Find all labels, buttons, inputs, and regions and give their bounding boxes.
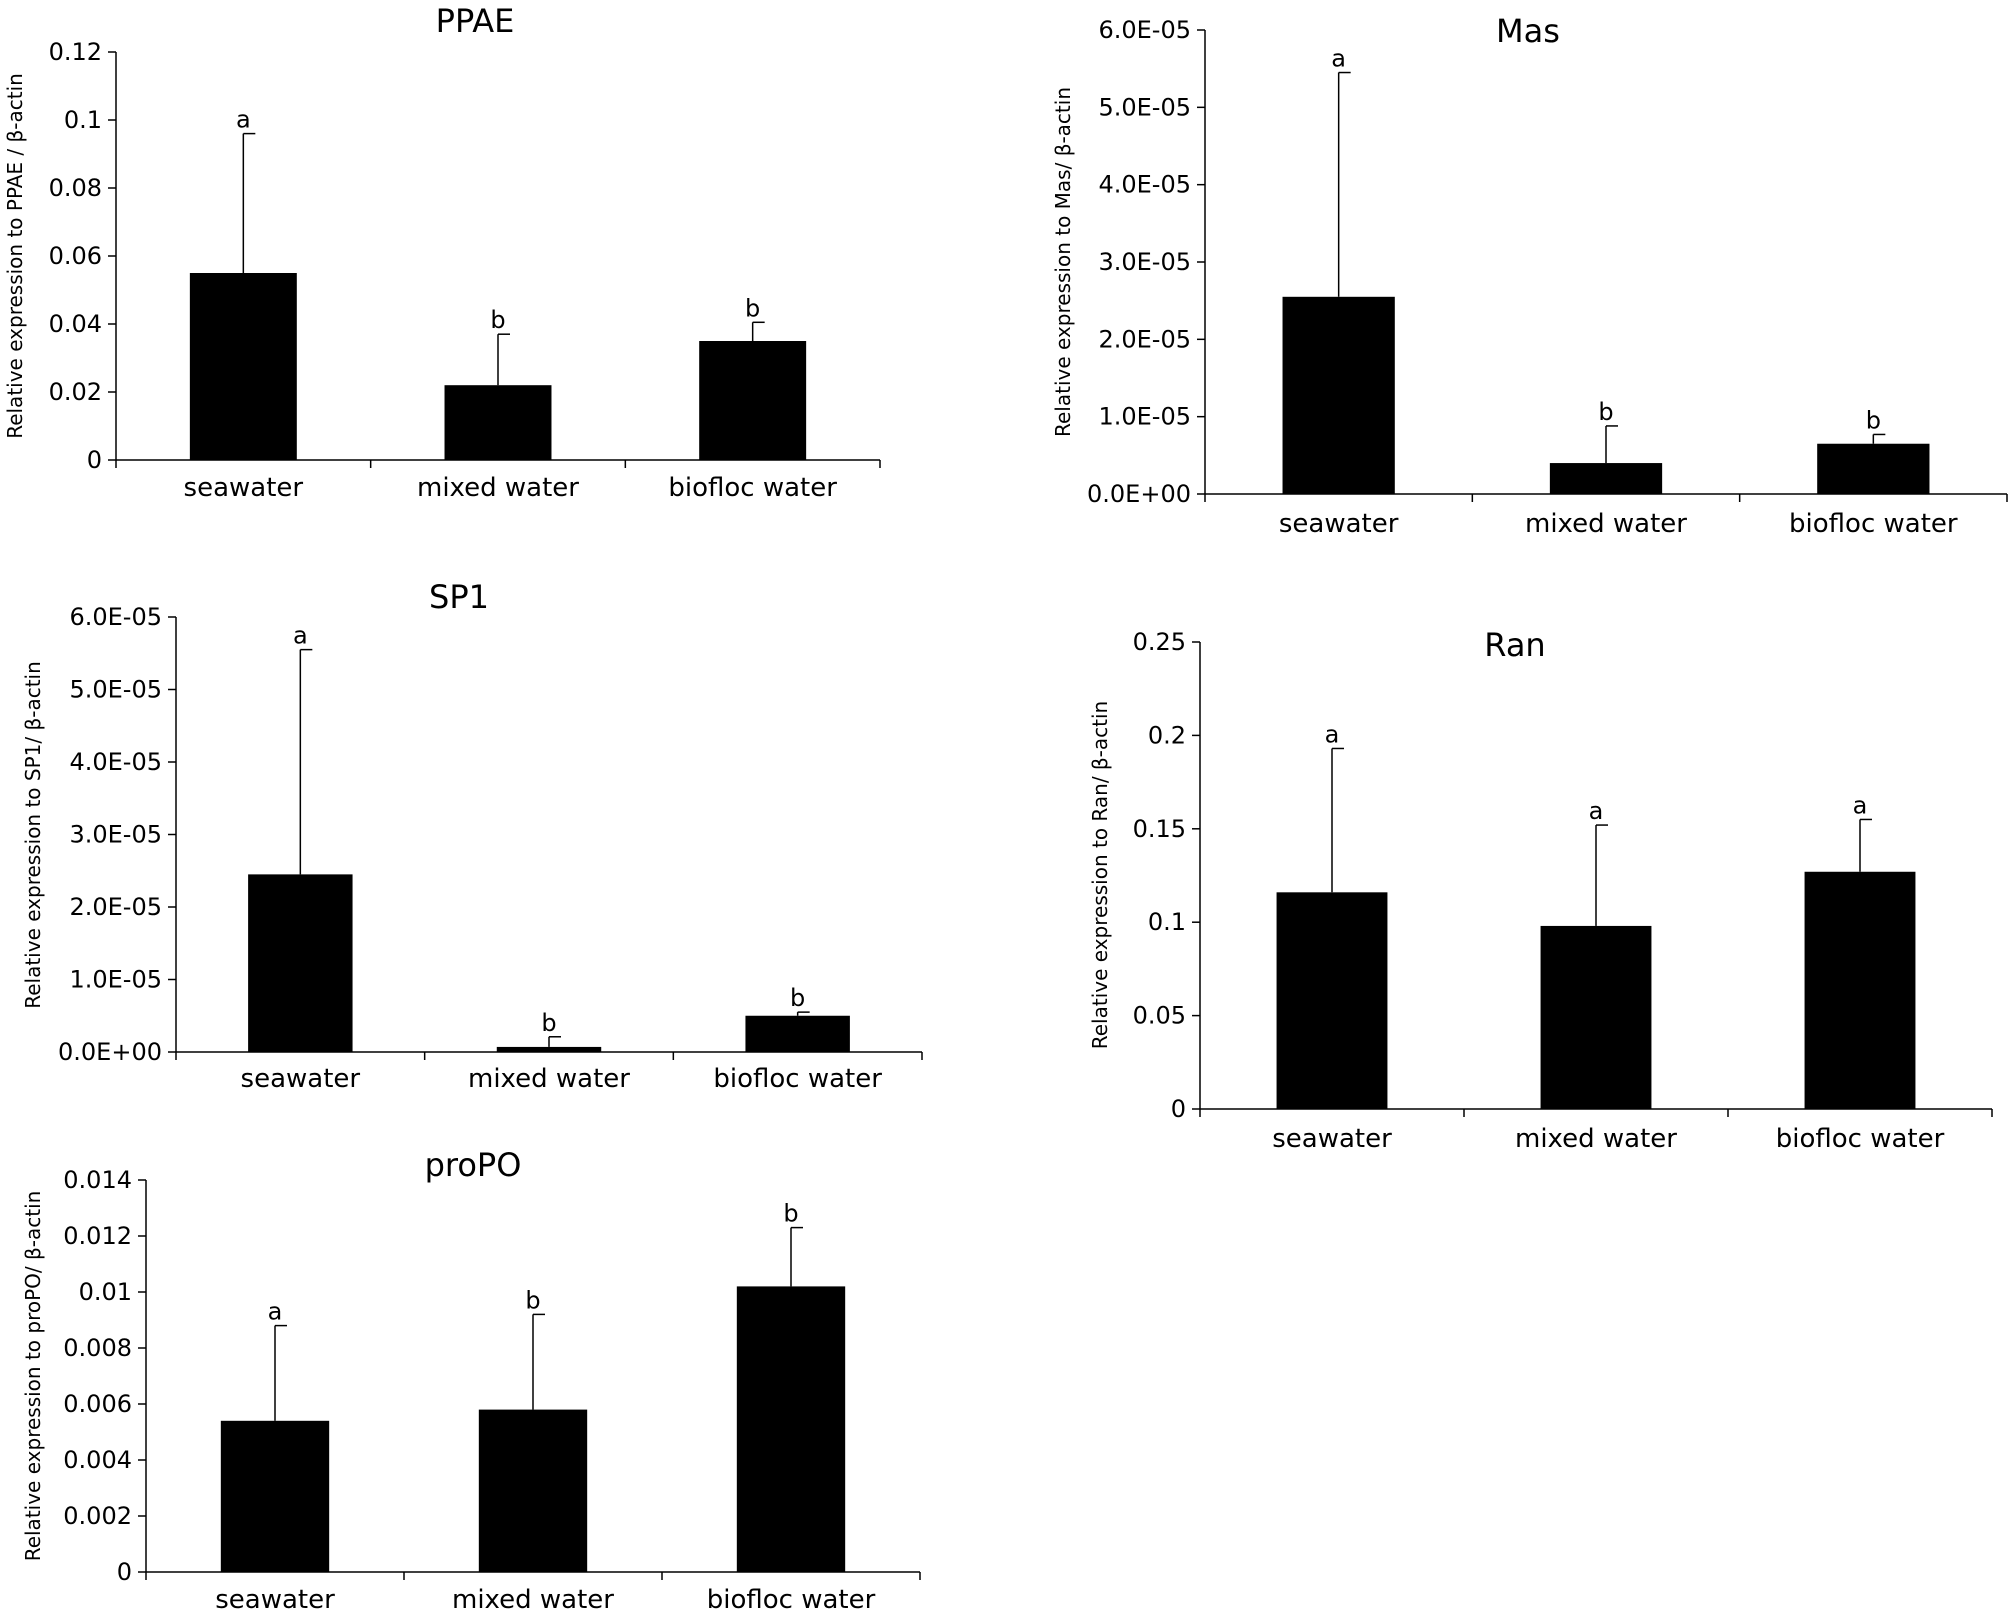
mas-y-tick-label: 4.0E-05 <box>1098 171 1191 199</box>
sp1-significance-label: b <box>541 1009 556 1037</box>
mas-y-tick-label: 5.0E-05 <box>1098 93 1191 121</box>
ran-y-axis-label: Relative expression to Ran/ β-actin <box>1088 701 1112 1049</box>
mas-significance-label: a <box>1331 45 1346 73</box>
mas-category-label: biofloc water <box>1789 509 1958 539</box>
mas-title: Mas <box>1496 12 1560 50</box>
ppae-y-tick-label: 0 <box>87 446 102 474</box>
ppae-significance-label: a <box>236 106 251 134</box>
ppae-category-label: biofloc water <box>668 473 837 503</box>
ppae-significance-label: b <box>490 306 505 334</box>
sp1-y-axis-label: Relative expression to SP1/ β-actin <box>21 661 45 1009</box>
propo-y-tick-label: 0.012 <box>63 1222 132 1250</box>
ran-significance-label: a <box>1589 797 1604 825</box>
propo-category-label: biofloc water <box>707 1585 876 1615</box>
sp1-y-tick-label: 5.0E-05 <box>69 676 162 704</box>
propo-category-label: seawater <box>215 1585 335 1615</box>
ppae-y-axis-label: Relative expression to PPAE / β-actin <box>3 73 27 439</box>
ppae-chart: 0 0.02 0.04 0.06 0.08 0.1 0.12 a seawater b mixed … <box>3 2 881 503</box>
mas-chart: 0.0E+00 1.0E-05 2.0E-05 3.0E-05 4.0E-05 5.0E-… <box>1051 12 2008 539</box>
sp1-category-label: biofloc water <box>713 1064 882 1094</box>
propo-y-tick-label: 0.008 <box>63 1334 132 1362</box>
ran-category-label: seawater <box>1272 1124 1392 1154</box>
propo-y-axis-label: Relative expression to proPO/ β-actin <box>21 1191 45 1562</box>
ppae-significance-label: b <box>745 294 760 322</box>
ppae-y-tick-label: 0.08 <box>49 174 102 202</box>
sp1-y-tick-label: 1.0E-05 <box>69 966 162 994</box>
ppae-bar <box>699 341 807 460</box>
propo-chart: 0 0.002 0.004 0.006 0.008 0.01 0.012 0.014 a seaw… <box>21 1146 921 1615</box>
ppae-category-label: mixed water <box>417 473 579 503</box>
mas-y-axis-label: Relative expression to Mas/ β-actin <box>1051 87 1075 437</box>
mas-category-label: mixed water <box>1525 509 1687 539</box>
sp1-title: SP1 <box>429 578 489 616</box>
ran-y-tick-label: 0.05 <box>1133 1002 1186 1030</box>
propo-y-tick-label: 0.004 <box>63 1446 132 1474</box>
ran-y-tick-label: 0.15 <box>1133 815 1186 843</box>
mas-bar <box>1817 443 1930 494</box>
ran-category-label: mixed water <box>1515 1124 1677 1154</box>
sp1-significance-label: b <box>790 984 805 1012</box>
mas-y-tick-label: 2.0E-05 <box>1098 325 1191 353</box>
sp1-significance-label: a <box>293 622 308 650</box>
mas-y-tick-label: 1.0E-05 <box>1098 403 1191 431</box>
ppae-y-tick-label: 0.06 <box>49 242 102 270</box>
propo-significance-label: b <box>525 1286 540 1314</box>
ran-significance-label: a <box>1325 720 1340 748</box>
ran-y-tick-label: 0 <box>1171 1095 1186 1123</box>
ran-bar <box>1540 925 1652 1109</box>
ran-y-tick-label: 0.25 <box>1133 628 1186 656</box>
ran-y-tick-label: 0.1 <box>1148 908 1186 936</box>
sp1-category-label: seawater <box>241 1064 361 1094</box>
mas-y-tick-label: 0.0E+00 <box>1087 480 1191 508</box>
ran-significance-label: a <box>1853 791 1868 819</box>
mas-category-label: seawater <box>1279 509 1399 539</box>
mas-y-tick-label: 3.0E-05 <box>1098 248 1191 276</box>
propo-y-tick-label: 0.006 <box>63 1390 132 1418</box>
sp1-bar <box>496 1046 602 1052</box>
propo-y-tick-label: 0 <box>117 1558 132 1586</box>
ppae-y-tick-label: 0.12 <box>49 38 102 66</box>
ppae-title: PPAE <box>436 2 515 40</box>
propo-y-tick-label: 0.014 <box>63 1166 132 1194</box>
mas-bar <box>1549 463 1663 494</box>
sp1-y-tick-label: 3.0E-05 <box>69 821 162 849</box>
sp1-chart: 0.0E+00 1.0E-05 2.0E-05 3.0E-05 4.0E-05 5.0E-… <box>21 578 923 1094</box>
mas-bar <box>1282 296 1395 494</box>
mas-significance-label: b <box>1866 406 1881 434</box>
ppae-bar <box>444 385 552 460</box>
ran-bar <box>1804 871 1916 1109</box>
propo-significance-label: b <box>783 1200 798 1228</box>
ran-category-label: biofloc water <box>1776 1124 1945 1154</box>
ran-bar <box>1276 892 1388 1109</box>
sp1-y-tick-label: 6.0E-05 <box>69 603 162 631</box>
propo-category-label: mixed water <box>452 1585 614 1615</box>
mas-significance-label: b <box>1598 398 1613 426</box>
ppae-bar <box>189 273 297 460</box>
sp1-y-tick-label: 4.0E-05 <box>69 748 162 776</box>
ran-title: Ran <box>1484 626 1545 664</box>
ppae-y-tick-label: 0.1 <box>64 106 102 134</box>
propo-significance-label: a <box>268 1298 283 1326</box>
ppae-y-tick-label: 0.04 <box>49 310 102 338</box>
ran-y-tick-label: 0.2 <box>1148 721 1186 749</box>
propo-bar <box>478 1409 588 1572</box>
ppae-y-tick-label: 0.02 <box>49 378 102 406</box>
sp1-category-label: mixed water <box>468 1064 630 1094</box>
ran-chart: 0 0.05 0.1 0.15 0.2 0.25 a seawater a mixed water… <box>1088 626 1993 1154</box>
propo-bar <box>736 1286 846 1572</box>
mas-y-tick-label: 6.0E-05 <box>1098 16 1191 44</box>
propo-y-tick-label: 0.01 <box>79 1278 132 1306</box>
sp1-bar <box>745 1015 850 1052</box>
propo-title: proPO <box>425 1146 522 1184</box>
sp1-y-tick-label: 0.0E+00 <box>58 1038 162 1066</box>
sp1-bar <box>248 874 353 1052</box>
propo-y-tick-label: 0.002 <box>63 1502 132 1530</box>
sp1-y-tick-label: 2.0E-05 <box>69 893 162 921</box>
ppae-category-label: seawater <box>184 473 304 503</box>
propo-bar <box>220 1420 330 1572</box>
